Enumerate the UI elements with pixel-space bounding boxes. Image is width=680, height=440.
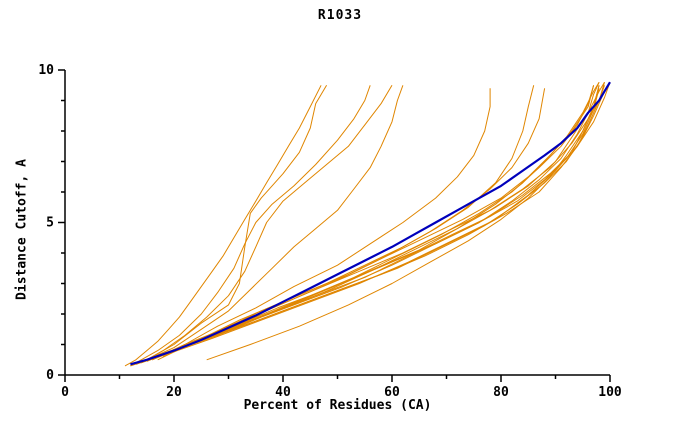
y-tick-label: 0 <box>46 368 54 383</box>
model-curve <box>151 88 491 361</box>
model-curve <box>146 85 328 361</box>
model-curve <box>124 85 322 367</box>
model-curve <box>141 85 393 364</box>
x-tick-label: 20 <box>166 385 182 400</box>
x-tick-label: 0 <box>61 385 69 400</box>
y-tick-label: 10 <box>38 63 54 78</box>
model-curve <box>146 81 600 362</box>
x-tick-label: 40 <box>275 385 291 400</box>
model-curve <box>141 88 600 364</box>
model-curve <box>135 85 605 365</box>
model-curve <box>135 85 371 364</box>
model-curve <box>135 81 600 365</box>
model-curve <box>162 85 595 358</box>
x-tick-label: 80 <box>493 385 509 400</box>
model-curve <box>135 82 611 365</box>
y-tick-label: 5 <box>46 216 54 231</box>
x-axis-label: Percent of Residues (CA) <box>243 398 432 413</box>
x-tick-label: 100 <box>598 385 622 400</box>
model-curve <box>206 85 600 361</box>
x-tick-label: 60 <box>384 385 400 400</box>
chart-title: R1033 <box>317 8 363 23</box>
model-curve <box>146 85 404 361</box>
model-curve <box>141 81 611 364</box>
reference-curve <box>130 81 611 366</box>
